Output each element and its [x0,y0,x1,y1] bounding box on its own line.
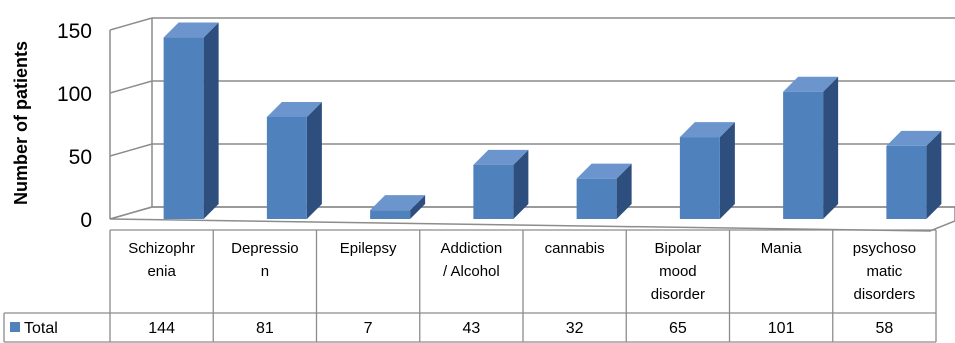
bar-side [306,101,322,219]
y-tick-label: 150 [57,20,92,43]
bar [783,76,839,220]
legend-key [10,322,20,332]
legend-label: Total [24,320,58,337]
bar-top [370,195,426,211]
bar [679,122,735,219]
bar-front [679,137,720,219]
floor [109,206,955,232]
bar [370,195,426,219]
x-category-label: disorder [651,286,705,303]
x-category-label: disorders [854,286,916,303]
bar-front [163,37,204,220]
bar-top [679,122,735,138]
y-axis-label: Number of patients [11,41,31,205]
x-category-label: Depressio [231,240,299,257]
bar [163,22,219,220]
x-category-label: Schizophr [128,240,195,257]
data-table-value: 144 [148,320,175,337]
x-category-label: Bipolar [655,240,702,257]
x-category-label: enia [147,263,176,280]
data-table-value: 58 [875,320,893,337]
bar-top [163,22,219,38]
bar-front [783,91,824,219]
bar [266,101,322,219]
bar-front [576,178,617,219]
bar-front [473,164,514,219]
gridline-side [109,17,153,31]
bar-front [266,116,307,219]
x-category-label: Mania [761,240,803,257]
x-category-label: matic [866,263,902,280]
bar-top [886,130,942,146]
data-table-value: 65 [669,320,687,337]
x-category-label: psychoso [853,240,916,257]
x-category-label: cannabis [545,240,605,257]
bar [576,163,632,219]
data-table-value: 7 [364,320,373,337]
x-category-label: n [261,263,269,280]
bar-side [513,149,529,219]
bar-front [370,210,411,219]
bar-top [473,149,529,165]
x-category-label: / Alcohol [443,263,500,280]
bar-side [926,130,942,219]
bar-side [616,163,632,219]
x-category-label: Addiction [441,240,503,257]
data-table-value: 81 [256,320,274,337]
bar-top [783,76,839,92]
data-table-value: 32 [566,320,584,337]
bar-front [886,145,927,219]
y-tick-label: 0 [80,209,92,232]
bar-side [203,22,219,220]
data-table-value: 101 [768,320,795,337]
x-category-label: Epilepsy [340,240,397,257]
bar-side [823,76,839,220]
bar [473,149,529,219]
data-table-value: 43 [462,320,480,337]
bar-side [719,122,735,219]
bar-top [266,101,322,117]
bar-top [576,163,632,179]
x-category-label: mood [659,263,697,280]
y-tick-label: 50 [69,146,92,169]
bar [886,130,942,219]
bar-side [410,195,426,219]
y-tick-label: 100 [57,83,92,106]
gridline-side [109,143,153,157]
gridline-side [109,80,153,94]
